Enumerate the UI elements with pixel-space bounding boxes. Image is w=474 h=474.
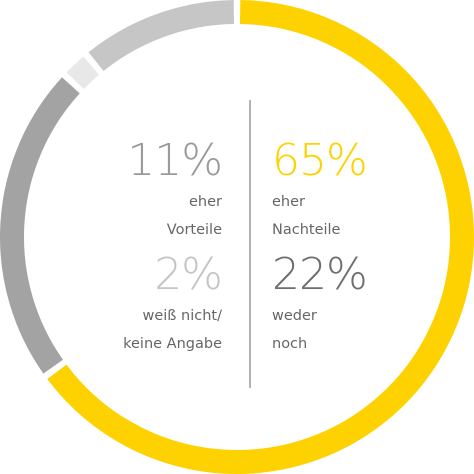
category-label: weder noch: [272, 308, 317, 352]
value-label: 65%: [272, 135, 368, 186]
category-label: eher Vorteile: [166, 194, 222, 238]
donut-segment: [0, 77, 80, 374]
donut-segment: [66, 56, 100, 90]
category-label: weiß nicht/ keine Angabe: [123, 308, 222, 352]
value-label: 22%: [272, 249, 368, 300]
donut-segment: [47, 0, 474, 474]
donut-segment: [88, 0, 235, 72]
value-label: 11%: [127, 135, 223, 186]
category-label: eher Nachteile: [272, 194, 341, 238]
value-label: 2%: [154, 249, 223, 300]
